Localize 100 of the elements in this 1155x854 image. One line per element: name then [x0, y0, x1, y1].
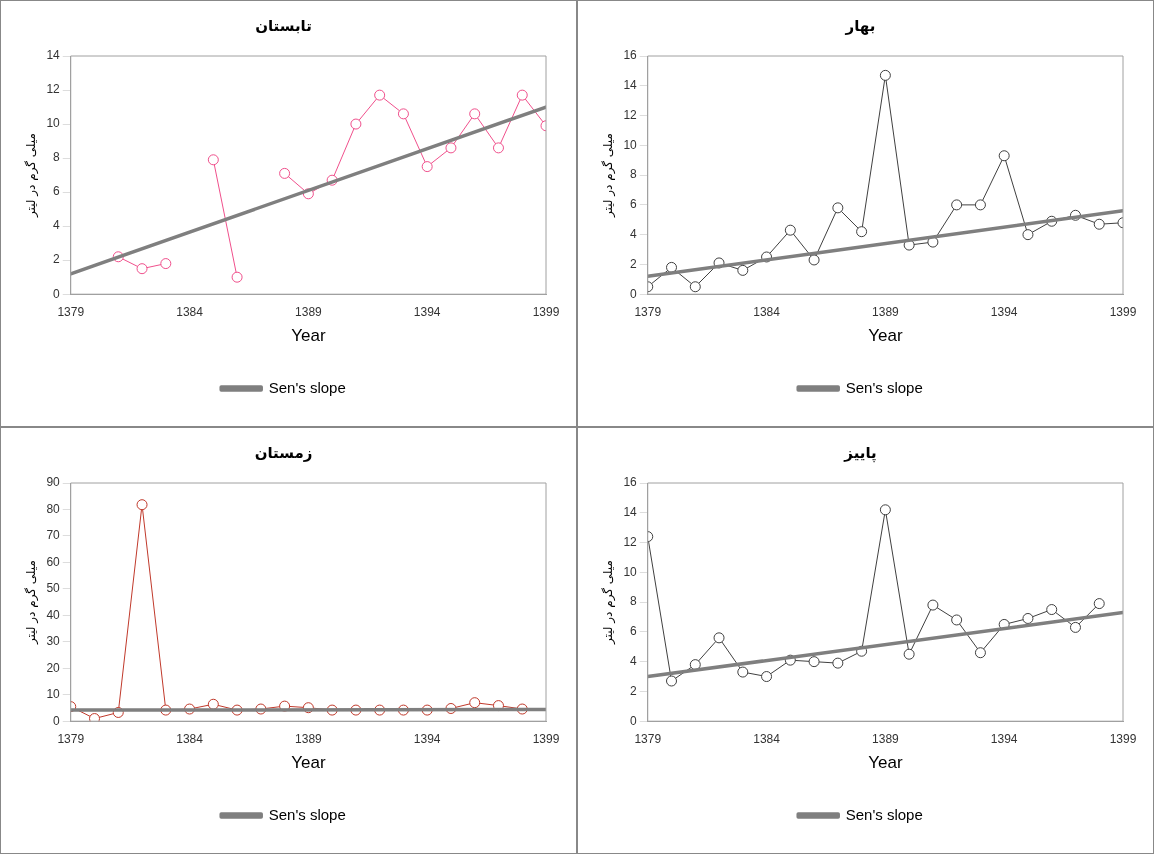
point	[397, 108, 409, 120]
y-axis-title: میلی گرم در لیتر	[24, 560, 40, 646]
y-tick-label: 8	[53, 150, 61, 165]
point	[808, 254, 820, 266]
x-tick-label: 1384	[753, 304, 781, 319]
point	[856, 226, 868, 238]
y-axis-title: میلی گرم در لیتر	[24, 133, 40, 219]
y-tick-label: 70	[46, 528, 61, 543]
legend-label: Sen's slope	[268, 378, 346, 396]
y-tick-label: 0	[53, 713, 61, 728]
y-tick-label: 12	[623, 107, 638, 122]
y-tick-label: 6	[53, 184, 61, 199]
y-tick-label: 0	[630, 713, 638, 728]
y-tick-label: 16	[623, 475, 638, 490]
chart-title: تابستان	[255, 16, 312, 35]
point	[1022, 229, 1034, 241]
x-tick-label: 1384	[176, 731, 204, 746]
point	[207, 698, 219, 710]
x-tick-label: 1389	[872, 304, 900, 319]
point	[689, 281, 701, 293]
point	[469, 697, 481, 709]
y-tick-label: 14	[623, 505, 638, 520]
x-tick-label: 1399	[1109, 731, 1137, 746]
x-axis-title: Year	[291, 326, 326, 346]
point	[737, 666, 749, 678]
point	[1069, 621, 1081, 633]
y-tick-label: 90	[46, 475, 61, 490]
point	[974, 647, 986, 659]
x-tick-label: 1394	[990, 304, 1018, 319]
y-tick-label: 10	[623, 564, 638, 579]
x-tick-label: 1394	[413, 304, 441, 319]
point	[421, 161, 433, 173]
point	[136, 263, 148, 275]
point	[808, 656, 820, 668]
x-tick-label: 1394	[413, 731, 441, 746]
y-tick-label: 0	[53, 286, 61, 301]
point	[445, 142, 457, 154]
point	[492, 142, 504, 154]
point	[784, 224, 796, 236]
y-tick-label: 2	[630, 256, 638, 271]
point	[713, 632, 725, 644]
y-tick-label: 8	[630, 594, 638, 609]
point	[951, 614, 963, 626]
x-axis-title: Year	[868, 753, 903, 773]
x-axis-title: Year	[291, 753, 326, 773]
y-tick-label: 16	[623, 48, 638, 63]
x-tick-label: 1384	[176, 304, 204, 319]
point	[469, 108, 481, 120]
point	[516, 89, 528, 101]
point	[666, 261, 678, 273]
y-tick-label: 4	[630, 226, 638, 241]
point	[231, 271, 243, 283]
y-tick-label: 0	[630, 286, 638, 301]
point	[666, 675, 678, 687]
y-axis-title: میلی گرم در لیتر	[601, 133, 617, 219]
y-axis-title: میلی گرم در لیتر	[601, 560, 617, 646]
y-tick-label: 2	[53, 252, 61, 267]
y-tick-label: 8	[630, 167, 638, 182]
point	[951, 199, 963, 211]
y-tick-label: 40	[46, 607, 61, 622]
x-tick-label: 1379	[634, 304, 662, 319]
x-tick-label: 1394	[990, 731, 1018, 746]
x-tick-label: 1399	[532, 304, 560, 319]
x-tick-label: 1379	[57, 304, 85, 319]
y-tick-label: 12	[623, 534, 638, 549]
point	[350, 118, 362, 130]
point	[160, 258, 172, 270]
point	[998, 150, 1010, 162]
y-tick-label: 4	[53, 218, 61, 233]
x-tick-label: 1379	[634, 731, 662, 746]
point	[1093, 598, 1105, 610]
point	[974, 199, 986, 211]
point	[879, 69, 891, 81]
y-tick-label: 20	[46, 660, 61, 675]
y-tick-label: 4	[630, 653, 638, 668]
point	[136, 499, 148, 511]
legend-label: Sen's slope	[845, 378, 923, 396]
y-tick-label: 10	[46, 116, 61, 131]
point	[279, 167, 291, 179]
point	[1046, 604, 1058, 616]
point	[927, 599, 939, 611]
y-tick-label: 50	[46, 581, 61, 596]
y-tick-label: 6	[630, 197, 638, 212]
point	[903, 648, 915, 660]
chart-title: بهار	[844, 16, 876, 35]
y-tick-label: 80	[46, 501, 61, 516]
y-tick-label: 14	[46, 48, 61, 63]
x-tick-label: 1389	[872, 731, 900, 746]
point	[1093, 218, 1105, 230]
point	[737, 264, 749, 276]
x-tick-label: 1399	[532, 731, 560, 746]
y-tick-label: 60	[46, 554, 61, 569]
x-tick-label: 1379	[57, 731, 85, 746]
chart-title: زمستان	[254, 443, 313, 462]
point	[832, 202, 844, 214]
point	[374, 89, 386, 101]
point	[832, 657, 844, 669]
y-tick-label: 6	[630, 624, 638, 639]
y-tick-label: 30	[46, 634, 61, 649]
point	[761, 671, 773, 683]
